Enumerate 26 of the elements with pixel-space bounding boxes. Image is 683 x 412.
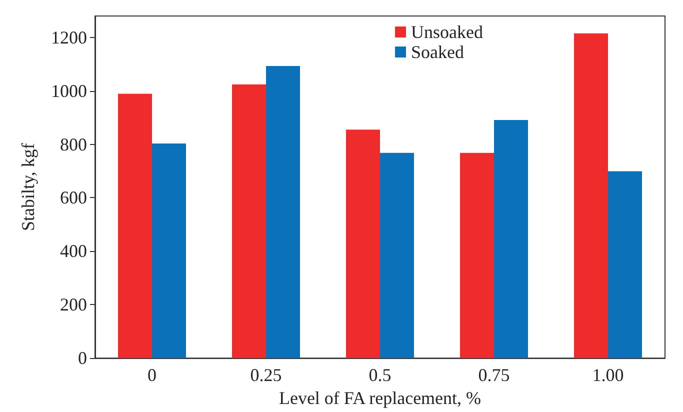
- y-axis-title: Stabilty, kgf: [18, 143, 38, 231]
- bar: [574, 33, 608, 358]
- x-tick-label: 0.5: [368, 365, 392, 386]
- y-tick-label: 0: [78, 348, 87, 368]
- legend-label: Unsoaked: [411, 22, 483, 42]
- y-tick-label: 600: [60, 188, 87, 208]
- bar: [152, 143, 186, 358]
- y-tick-label: 800: [60, 134, 87, 154]
- y-tick-label: 400: [60, 241, 87, 262]
- y-tick-label: 1000: [51, 80, 87, 101]
- bar: [266, 66, 300, 358]
- x-tick-label: 0.25: [250, 365, 282, 386]
- y-tick-label: 200: [60, 294, 87, 315]
- legend-label: Soaked: [411, 42, 464, 62]
- bar: [232, 84, 266, 358]
- bar: [608, 171, 642, 358]
- bar: [494, 120, 528, 358]
- x-tick-label: 1.00: [592, 365, 624, 386]
- x-tick-label: 0.75: [478, 365, 510, 386]
- bar: [460, 152, 494, 358]
- x-tick-label: 0: [148, 365, 156, 386]
- x-axis-title: Level of FA replacement, %: [278, 388, 482, 408]
- bar: [346, 130, 380, 358]
- bar: [118, 94, 152, 358]
- y-tick-label: 1200: [51, 27, 87, 48]
- bar: [380, 152, 414, 358]
